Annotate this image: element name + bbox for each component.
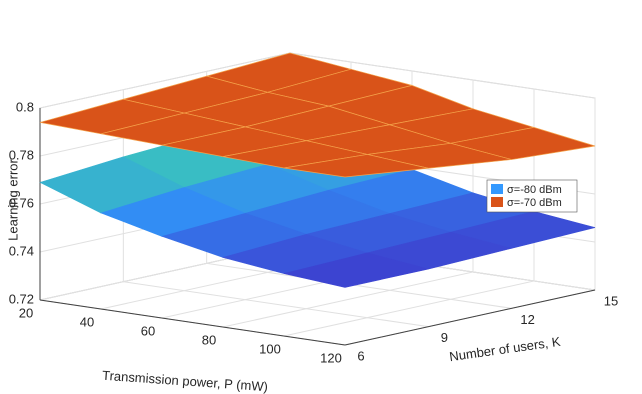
y-tick-label: 12 — [520, 312, 534, 327]
z-tick-label: 0.78 — [9, 147, 34, 162]
x-axis — [39, 299, 346, 346]
x-tick-label: 120 — [320, 350, 342, 365]
x-tick-label: 80 — [202, 332, 216, 347]
surface-patch — [283, 252, 429, 288]
x-tick-label: 60 — [141, 323, 155, 338]
y-tick-label: 15 — [604, 293, 618, 308]
y-axis-label: Number of users, K — [448, 334, 561, 364]
y-axis — [344, 289, 596, 346]
z-tick-label: 0.74 — [9, 243, 34, 258]
surface-patch — [283, 154, 429, 178]
z-tick-label: 0.8 — [16, 99, 34, 114]
legend-swatch — [491, 197, 503, 207]
legend-label: σ=-80 dBm — [507, 184, 562, 196]
z-axis-label: Learning error — [5, 159, 20, 241]
y-tick-label: 6 — [357, 348, 364, 363]
x-tick-label: 20 — [19, 305, 33, 320]
x-tick-label: 40 — [80, 314, 94, 329]
x-axis-label: Transmission power, P (mW) — [102, 368, 269, 394]
legend-swatch — [491, 184, 503, 194]
z-tick-label: 0.72 — [9, 291, 34, 306]
x-tick-label: 100 — [259, 341, 281, 356]
surface — [39, 52, 596, 178]
z-tick-label: 0.76 — [9, 195, 34, 210]
y-tick-label: 9 — [441, 330, 448, 345]
legend-label: σ=-70 dBm — [507, 197, 562, 209]
